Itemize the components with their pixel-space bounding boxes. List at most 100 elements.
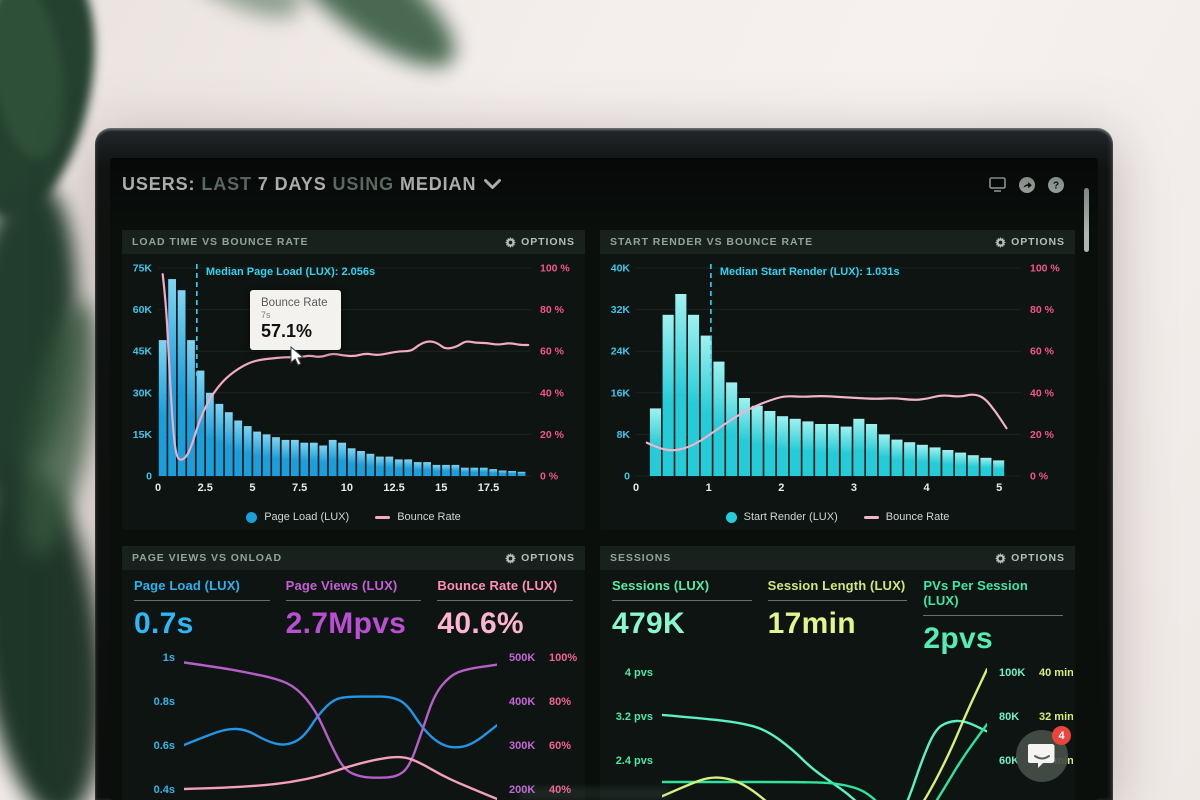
legend-page-load[interactable]: Page Load (LUX) (246, 511, 349, 523)
mouse-cursor (290, 346, 305, 366)
svg-text:15K: 15K (133, 429, 153, 441)
chart-area: 0 15K 30K 45K 60K 75K 0 % 20 % 40 % 60 % 80 % 100 %… (122, 254, 585, 509)
svg-text:12.5: 12.5 (383, 482, 404, 494)
tooltip-series: Bounce Rate (261, 297, 328, 309)
title-users: USERS: (122, 174, 196, 194)
svg-text:100%: 100% (549, 652, 577, 664)
date-range-dropdown[interactable]: USERS: LAST 7 DAYS USING MEDIAN (122, 174, 502, 195)
svg-text:60 %: 60 % (1030, 346, 1055, 358)
metric-session-length: Session Length (LUX) 17min (767, 578, 908, 640)
svg-text:0.4s: 0.4s (154, 784, 175, 796)
svg-text:7.5: 7.5 (292, 482, 307, 494)
panel-header: LOAD TIME VS BOUNCE RATE OPTIONS (122, 230, 585, 254)
panel-header: START RENDER VS BOUNCE RATE OPTIONS (600, 230, 1075, 254)
bar-line-chart: 0 8K 16K 24K 32K 40K 0 % 20 % 40 % 60 % 80 % 100 % M… (611, 263, 1061, 495)
svg-text:400K: 400K (509, 696, 535, 708)
plant-leaf (145, 0, 315, 36)
svg-text:17.5: 17.5 (478, 482, 499, 494)
monitor-icon[interactable] (989, 177, 1006, 192)
chevron-down-icon (484, 179, 502, 189)
chat-bubble-icon (1028, 744, 1055, 768)
multi-line-chart: 1s 0.8s 0.6s 0.4s 500K 100% 400K 80% 300K 60% 200K… (154, 652, 577, 800)
svg-text:500K: 500K (509, 652, 535, 664)
legend-start-render[interactable]: Start Render (LUX) (725, 511, 838, 523)
panel-header: SESSIONS OPTIONS (600, 546, 1075, 570)
svg-text:8K: 8K (617, 429, 631, 441)
svg-text:0.8s: 0.8s (154, 696, 175, 708)
title-last: LAST (201, 174, 252, 194)
legend-dot (246, 511, 258, 523)
panel-grid: LOAD TIME VS BOUNCE RATE OPTIONS 0 15K 30K… (122, 230, 1075, 800)
svg-text:4 pvs: 4 pvs (625, 667, 653, 679)
metric-page-load: Page Load (LUX) 0.7s (134, 578, 270, 641)
share-icon[interactable] (1019, 176, 1035, 193)
scrollbar[interactable] (1084, 188, 1089, 252)
svg-text:32 min: 32 min (1039, 711, 1073, 723)
svg-text:40 min: 40 min (1039, 667, 1073, 679)
svg-text:200K: 200K (509, 784, 535, 796)
svg-text:?: ? (1053, 180, 1059, 191)
legend-dot (725, 511, 737, 523)
chart-area: 1s 0.8s 0.6s 0.4s 500K 100% 400K 80% 300K 60% 200K… (122, 643, 585, 800)
dashboard-screen: USERS: LAST 7 DAYS USING MEDIAN ? (110, 158, 1098, 800)
svg-text:60 %: 60 % (540, 346, 565, 358)
options-button[interactable]: OPTIONS (995, 552, 1065, 564)
metric-page-views: Page Views (LUX) 2.7Mpvs (285, 578, 422, 641)
svg-text:2.4 pvs: 2.4 pvs (616, 755, 653, 767)
metric-pvs-per-session: PVs Per Session (LUX) 2pvs (923, 578, 1064, 656)
metric-underline (923, 615, 1064, 616)
svg-text:40%: 40% (549, 784, 571, 796)
svg-text:3: 3 (851, 482, 857, 494)
panel-header: PAGE VIEWS VS ONLOAD OPTIONS (122, 546, 585, 570)
gear-icon (995, 236, 1007, 248)
panel-title: PAGE VIEWS VS ONLOAD (132, 552, 282, 564)
legend-bounce-rate[interactable]: Bounce Rate (863, 511, 949, 523)
svg-text:60K: 60K (133, 304, 153, 316)
svg-text:16K: 16K (611, 387, 631, 399)
svg-text:0: 0 (624, 471, 630, 483)
chart-legend: Page Load (LUX) Bounce Rate (122, 509, 585, 523)
svg-text:80 %: 80 % (1030, 304, 1055, 316)
options-button[interactable]: OPTIONS (505, 552, 575, 564)
svg-text:0.6s: 0.6s (154, 740, 175, 752)
help-icon[interactable]: ? (1048, 176, 1064, 193)
svg-text:80K: 80K (999, 711, 1019, 723)
options-button[interactable]: OPTIONS (995, 236, 1065, 248)
notification-badge: 4 (1052, 726, 1071, 745)
legend-bounce-rate[interactable]: Bounce Rate (375, 511, 461, 523)
svg-text:75K: 75K (133, 263, 153, 275)
svg-text:4: 4 (924, 482, 931, 494)
svg-text:10: 10 (341, 482, 353, 494)
svg-text:1: 1 (706, 482, 712, 494)
svg-text:2.5: 2.5 (198, 482, 213, 494)
svg-text:40 %: 40 % (1030, 387, 1055, 399)
screen-reflection (520, 787, 670, 800)
panel-title: LOAD TIME VS BOUNCE RATE (132, 236, 309, 248)
svg-text:45K: 45K (133, 346, 153, 358)
metric-bounce-rate: Bounce Rate (LUX) 40.6% (437, 578, 574, 641)
panel-sessions: SESSIONS OPTIONS Sessions (LUX) 479K (600, 546, 1075, 800)
svg-text:5: 5 (249, 482, 255, 494)
metric-underline (437, 600, 574, 601)
svg-text:5: 5 (996, 482, 1002, 494)
metric-row: Sessions (LUX) 479K Session Length (LUX)… (600, 570, 1075, 658)
legend-dash (863, 515, 879, 519)
metric-row: Page Load (LUX) 0.7s Page Views (LUX) 2.… (122, 570, 585, 643)
svg-text:20 %: 20 % (540, 429, 565, 441)
svg-text:0: 0 (155, 482, 161, 494)
options-button[interactable]: OPTIONS (505, 236, 575, 248)
chart-legend: Start Render (LUX) Bounce Rate (600, 509, 1075, 523)
metric-sessions: Sessions (LUX) 479K (612, 578, 752, 656)
svg-text:40K: 40K (611, 263, 631, 275)
gear-icon (505, 552, 517, 564)
svg-text:100 %: 100 % (1030, 263, 1060, 275)
svg-text:0 %: 0 % (540, 471, 559, 483)
header-icons: ? (989, 176, 1064, 193)
title-days: 7 DAYS (257, 174, 327, 194)
legend-dash (375, 515, 391, 519)
svg-text:60%: 60% (549, 740, 571, 752)
chat-widget[interactable]: 4 (1016, 726, 1071, 782)
svg-text:20 %: 20 % (1030, 429, 1055, 441)
svg-text:30K: 30K (133, 387, 153, 399)
